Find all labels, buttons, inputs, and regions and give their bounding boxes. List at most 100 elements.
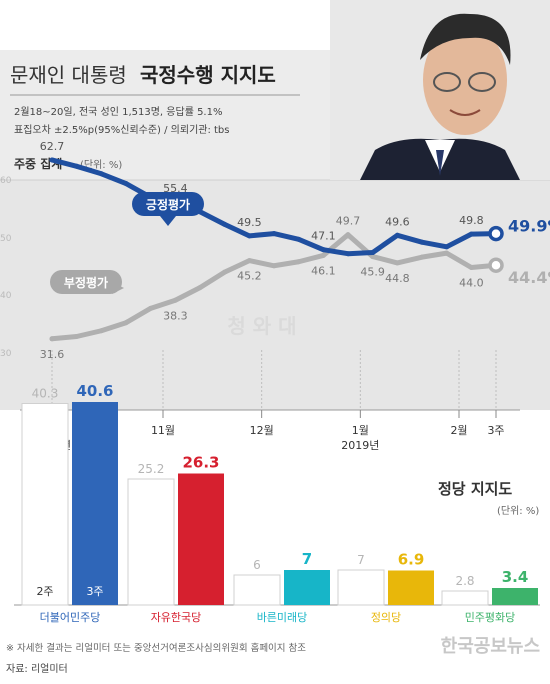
- approve-point: [488, 225, 504, 242]
- approve-value-label: 49.5: [237, 216, 262, 229]
- disapprove-point: [123, 320, 129, 326]
- disapprove-point: [394, 260, 400, 266]
- bar-current-value: 40.6: [76, 382, 113, 400]
- title-bold: 국정수행 지지도: [140, 63, 276, 87]
- x-tick-label: 11월: [151, 424, 175, 437]
- disapprove-point: [488, 257, 504, 273]
- bar-prev-week: [127, 478, 175, 606]
- bar-prev-week: [21, 403, 69, 606]
- approve-point: [123, 181, 129, 187]
- bar-current-week: [284, 570, 330, 605]
- disapprove-point: [370, 254, 376, 260]
- x-tick-label: 1월: [352, 424, 369, 437]
- approve-point: [271, 231, 277, 237]
- category-label: 자유한국당: [151, 611, 202, 624]
- disapprove-point: [74, 334, 80, 339]
- y-tick-label: 60: [0, 176, 12, 186]
- bar-current-value: 7: [302, 550, 312, 568]
- category-label: 바른미래당: [257, 611, 308, 624]
- bar-prev-value: 2.8: [455, 574, 474, 588]
- legend-approve-label: 긍정평가: [146, 197, 190, 212]
- category-label: 더불어민주당: [40, 611, 101, 624]
- approve-point: [49, 157, 55, 163]
- legend-disapprove-label: 부정평가: [64, 275, 108, 290]
- disapprove-point: [197, 285, 203, 291]
- disapprove-point: [345, 232, 351, 238]
- disapprove-value-label: 44.0: [459, 277, 484, 290]
- legend-pointer: [160, 216, 176, 226]
- approve-point: [444, 244, 450, 250]
- x-tick-sublabel: 2019년: [341, 439, 379, 452]
- x-tick-label: 3주: [487, 424, 504, 437]
- disapprove-point: [296, 259, 302, 265]
- approve-point: [246, 233, 252, 239]
- bar-current-week: [178, 473, 224, 605]
- bar-prev-week: [233, 574, 281, 606]
- disapprove-value-label: 45.9: [360, 266, 385, 279]
- legend-disapprove-badge: [50, 270, 122, 294]
- survey-info-line1: 2월18~20일, 전국 성인 1,513명, 응답률 5.1%: [14, 106, 222, 118]
- approval-line-chart: 6050403010월2018년11월12월1월2019년2월3주31.638.…: [0, 140, 550, 452]
- approve-point: [222, 221, 228, 227]
- bar-prev-value: 40.3: [32, 387, 59, 401]
- disapprove-point: [444, 250, 450, 256]
- bar-current-value: 26.3: [182, 454, 219, 472]
- approve-value-label: 49.6: [385, 215, 410, 228]
- disapprove-point: [49, 336, 55, 342]
- y-tick-label: 30: [0, 349, 12, 359]
- source: 자료: 리얼미터: [6, 663, 68, 675]
- disapprove-point: [246, 258, 252, 264]
- approve-point: [468, 231, 474, 237]
- trend-chart-area: [0, 180, 550, 410]
- bar-current-week: [388, 570, 434, 605]
- corner-watermark: 한국공보뉴스: [441, 636, 540, 657]
- disapprove-point: [148, 305, 154, 311]
- bar-prev-value: 25.2: [138, 462, 165, 476]
- disapprove-point: [419, 254, 425, 260]
- party-bar-chart: 40.3 40.6 더불어민주당 25.2 26.3 자유한국당 6 7 바른미래당 7 6.9 정의…: [14, 382, 540, 624]
- bar-current-week: [492, 588, 538, 605]
- disapprove-point: [222, 269, 228, 275]
- approve-point: [296, 236, 302, 242]
- week-tag-current: 3주: [86, 585, 103, 598]
- disapprove-value-label: 44.4%: [508, 268, 550, 287]
- approve-point: [74, 163, 80, 169]
- disapprove-value-label: 45.2: [237, 270, 262, 283]
- approve-value-label: 62.7: [40, 140, 65, 153]
- bar-current-value: 6.9: [398, 551, 425, 569]
- bar-prev-week: [441, 590, 489, 606]
- approve-point: [345, 251, 351, 257]
- disapprove-value-label: 31.6: [40, 348, 65, 361]
- category-label: 정의당: [371, 611, 401, 624]
- x-tick-label: 12월: [250, 424, 274, 437]
- party-title: 정당 지지도: [438, 480, 512, 498]
- approve-value-label: 49.9%: [508, 217, 550, 236]
- approve-point: [98, 171, 104, 177]
- category-label: 민주평화당: [465, 611, 516, 624]
- disapprove-point: [468, 265, 474, 270]
- bar-current-value: 3.4: [502, 568, 529, 586]
- y-tick-label: 50: [0, 234, 12, 244]
- disapprove-point: [98, 328, 104, 334]
- bar-prev-value: 7: [357, 553, 365, 567]
- disapprove-value-label: 44.8: [385, 272, 410, 285]
- week-tag-prev: 2주: [36, 585, 53, 598]
- survey-info-line2: 표집오차 ±2.5%p(95%신뢰수준) / 의뢰기관: tbs: [14, 124, 230, 136]
- approve-value-label: 55.4: [163, 182, 188, 195]
- approve-value-label: 47.1: [311, 230, 336, 243]
- weekly-unit: (단위: %): [80, 158, 122, 171]
- approve-point: [419, 239, 425, 245]
- approve-value-label: 49.8: [459, 214, 484, 227]
- disapprove-point: [271, 263, 277, 269]
- footnote: ※ 자세한 결과는 리얼미터 또는 중앙선거여론조사심의위원회 홈페이지 참조: [6, 642, 306, 654]
- bar-prev-value: 6: [253, 558, 261, 572]
- watermark-text: 청 와 대: [227, 314, 296, 338]
- bar-prev-week: [337, 569, 385, 606]
- approve-point: [370, 250, 376, 256]
- president-portrait: [330, 0, 550, 180]
- disapprove-value-label: 49.7: [336, 215, 361, 228]
- x-tick-label: 2월: [450, 424, 467, 437]
- title-prefix: 문재인 대통령: [10, 63, 127, 87]
